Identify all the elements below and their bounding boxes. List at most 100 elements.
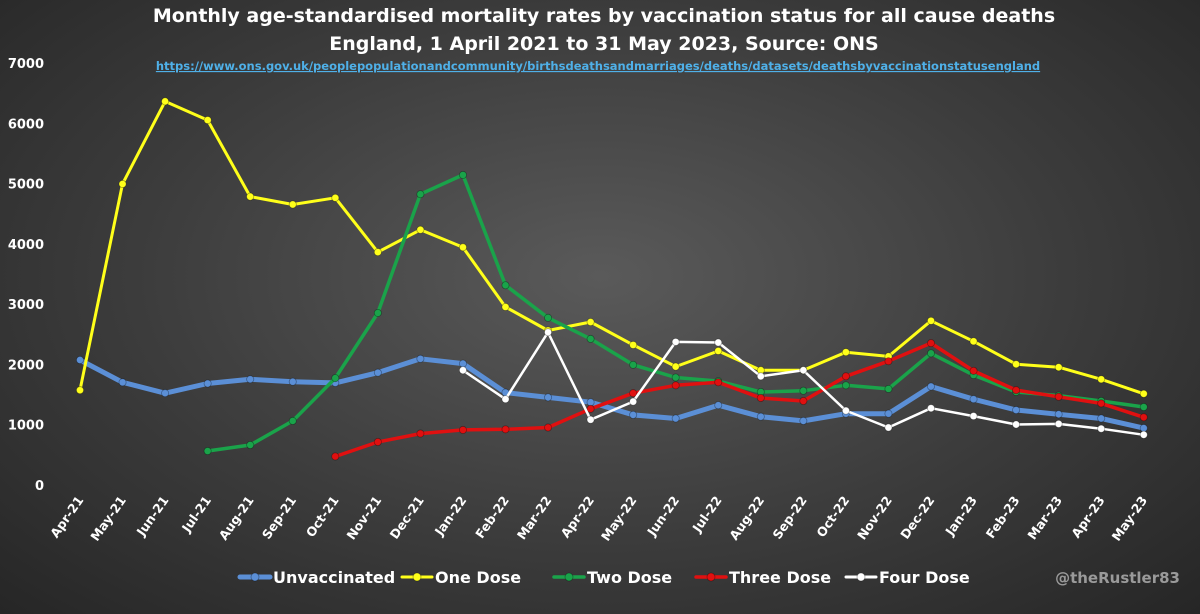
- x-tick-label: May-22: [598, 493, 640, 544]
- data-point-three-dose: [458, 425, 467, 434]
- data-point-unvaccinated: [586, 398, 595, 407]
- series-one-dose: [76, 97, 1148, 398]
- legend-item-three-dose[interactable]: Three Dose: [694, 568, 831, 587]
- data-point-two-dose: [203, 447, 212, 456]
- data-point-one-dose: [331, 193, 340, 202]
- data-point-one-dose: [1012, 360, 1021, 369]
- data-point-unvaccinated: [671, 414, 680, 423]
- data-point-three-dose: [756, 393, 765, 402]
- data-point-four-dose: [969, 412, 978, 421]
- data-point-one-dose: [501, 302, 510, 311]
- data-point-unvaccinated: [161, 389, 170, 398]
- data-point-unvaccinated: [76, 356, 85, 365]
- data-point-unvaccinated: [373, 368, 382, 377]
- data-point-two-dose: [331, 374, 340, 383]
- data-point-two-dose: [884, 384, 893, 393]
- data-point-three-dose: [373, 437, 382, 446]
- data-point-unvaccinated: [288, 377, 297, 386]
- x-tick-label: Feb-23: [983, 493, 1023, 541]
- x-tick-label: Aug-22: [726, 493, 767, 543]
- data-point-three-dose: [544, 423, 553, 432]
- y-tick-label: 6000: [8, 117, 44, 132]
- data-point-unvaccinated: [1139, 424, 1148, 433]
- data-point-four-dose: [799, 366, 808, 375]
- y-tick-label: 4000: [8, 238, 44, 253]
- data-point-one-dose: [161, 97, 170, 106]
- series-two-dose: [203, 170, 1148, 456]
- data-point-one-dose: [927, 316, 936, 325]
- data-point-four-dose: [671, 337, 680, 346]
- data-point-one-dose: [1054, 363, 1063, 372]
- data-point-unvaccinated: [969, 395, 978, 404]
- y-tick-label: 3000: [8, 298, 44, 313]
- data-point-two-dose: [927, 349, 936, 358]
- y-tick-label: 2000: [8, 358, 44, 373]
- data-point-three-dose: [927, 339, 936, 348]
- data-point-four-dose: [841, 406, 850, 415]
- x-tick-label: Dec-22: [897, 493, 937, 542]
- x-tick-label: Aug-21: [216, 493, 257, 543]
- data-point-four-dose: [458, 366, 467, 375]
- x-tick-label: Mar-23: [1024, 493, 1065, 542]
- legend-label: Four Dose: [879, 568, 970, 587]
- data-point-one-dose: [373, 248, 382, 257]
- data-point-three-dose: [841, 372, 850, 381]
- x-axis: Apr-21 May-21 Jun-21 Jul-21 Aug-21 Sep-21 Oct-…: [47, 493, 1150, 544]
- x-tick-label: Oct-21: [303, 493, 342, 540]
- data-point-two-dose: [288, 416, 297, 425]
- series-unvaccinated: [76, 354, 1148, 433]
- x-tick-label: Jan-22: [431, 493, 469, 539]
- data-point-one-dose: [629, 340, 638, 349]
- data-point-one-dose: [76, 386, 85, 395]
- data-point-unvaccinated: [756, 412, 765, 421]
- legend-swatch-marker: [856, 572, 866, 582]
- data-point-two-dose: [416, 190, 425, 199]
- data-point-unvaccinated: [246, 375, 255, 384]
- source-link[interactable]: https://www.ons.gov.uk/peoplepopulationa…: [156, 59, 1040, 73]
- data-point-four-dose: [714, 338, 723, 347]
- data-point-four-dose: [884, 423, 893, 432]
- data-point-two-dose: [671, 373, 680, 382]
- x-tick-label: Jun-22: [643, 493, 682, 539]
- legend-item-unvaccinated[interactable]: Unvaccinated: [237, 568, 395, 587]
- x-tick-label: Dec-21: [387, 493, 427, 542]
- data-point-unvaccinated: [544, 393, 553, 402]
- x-tick-label: Feb-22: [472, 493, 512, 541]
- data-point-three-dose: [416, 429, 425, 438]
- data-point-two-dose: [501, 281, 510, 290]
- data-point-unvaccinated: [927, 382, 936, 391]
- legend-swatch-marker: [706, 572, 716, 582]
- x-tick-label: Jun-21: [133, 493, 172, 539]
- data-point-one-dose: [118, 179, 127, 188]
- data-point-unvaccinated: [799, 416, 808, 425]
- data-point-one-dose: [714, 346, 723, 355]
- legend-item-one-dose[interactable]: One Dose: [400, 568, 521, 587]
- data-point-unvaccinated: [1012, 406, 1021, 415]
- x-tick-label: Nov-22: [854, 493, 895, 542]
- data-point-two-dose: [1139, 403, 1148, 412]
- series-line-unvaccinated: [77, 356, 1147, 431]
- series-line-three-dose: [333, 341, 1146, 459]
- data-point-three-dose: [629, 389, 638, 398]
- data-point-three-dose: [1139, 413, 1148, 422]
- data-point-one-dose: [288, 200, 297, 209]
- data-point-one-dose: [841, 348, 850, 357]
- data-point-one-dose: [458, 243, 467, 252]
- data-point-three-dose: [586, 404, 595, 413]
- data-point-three-dose: [1012, 386, 1021, 395]
- data-point-two-dose: [629, 360, 638, 369]
- x-tick-label: Jul-21: [178, 493, 214, 536]
- legend-label: Three Dose: [729, 568, 831, 587]
- data-point-unvaccinated: [458, 359, 467, 368]
- data-point-four-dose: [1139, 430, 1148, 439]
- legend-label: Unvaccinated: [273, 568, 395, 587]
- x-tick-label: Apr-22: [558, 493, 597, 540]
- data-point-two-dose: [586, 334, 595, 343]
- series-line-one-dose: [78, 99, 1146, 396]
- data-point-one-dose: [1097, 375, 1106, 384]
- data-point-four-dose: [1054, 419, 1063, 428]
- legend-item-two-dose[interactable]: Two Dose: [552, 568, 672, 587]
- x-tick-label: Apr-23: [1068, 493, 1107, 540]
- legend-item-four-dose[interactable]: Four Dose: [844, 568, 970, 587]
